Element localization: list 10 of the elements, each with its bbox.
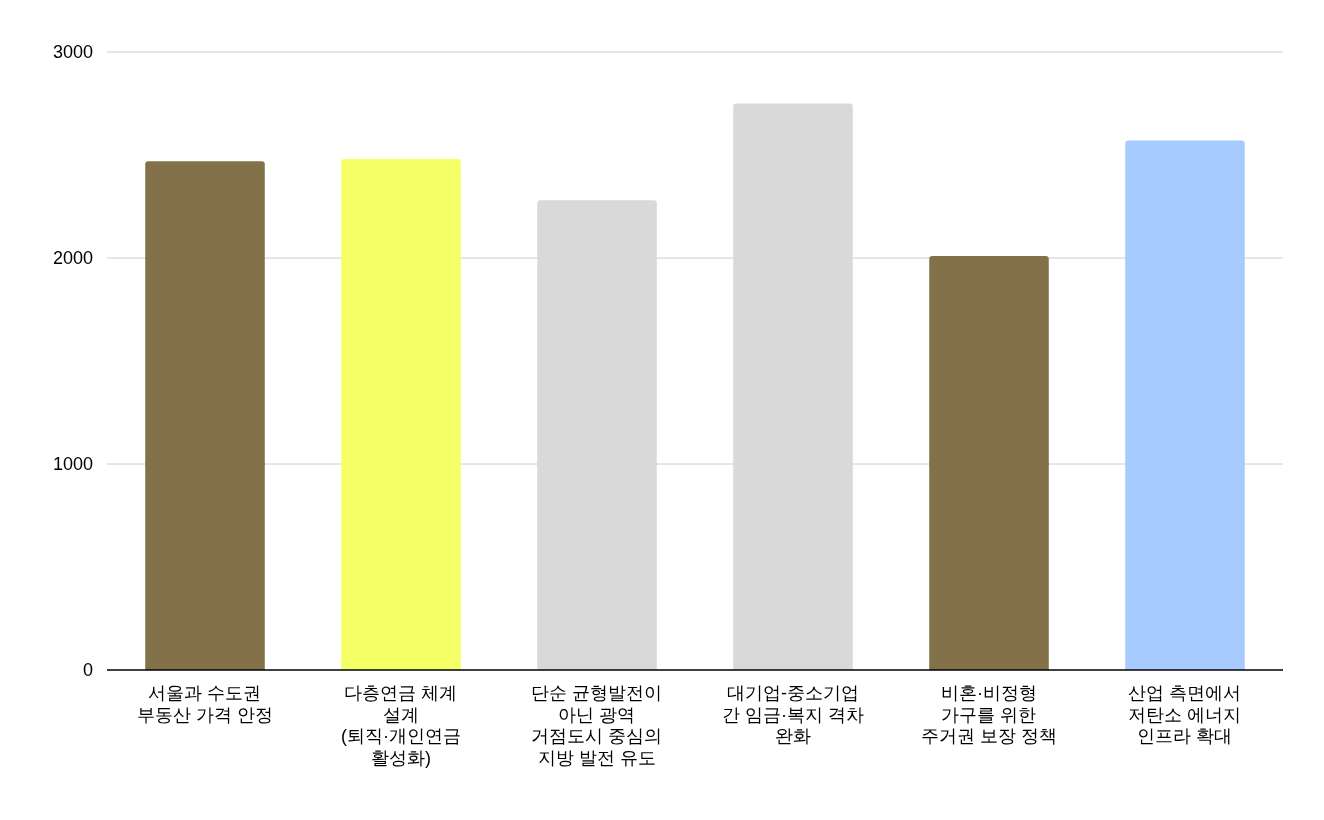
x-tick-label: 대기업-중소기업 간 임금·복지 격차 완화: [722, 683, 864, 746]
x-tick-label: 비혼·비정형 가구를 위한 주거권 보장 정책: [920, 683, 1058, 746]
y-tick-label: 2000: [52, 248, 93, 268]
y-tick-label: 1000: [52, 454, 93, 474]
x-tick-label: 서울과 수도권 부동산 가격 안정: [136, 683, 274, 725]
y-tick-label: 3000: [52, 42, 93, 62]
x-tick-label: 단순 균형발전이 아닌 광역 거점도시 중심의 지방 발전 유도: [531, 683, 663, 768]
x-tick-label: 산업 측면에서 저탄소 에너지 인프라 확대: [1128, 683, 1242, 746]
y-tick-label: 0: [82, 660, 93, 680]
x-tick-label: 다층연금 체계 설계 (퇴직·개인연금 활성화): [341, 683, 461, 768]
